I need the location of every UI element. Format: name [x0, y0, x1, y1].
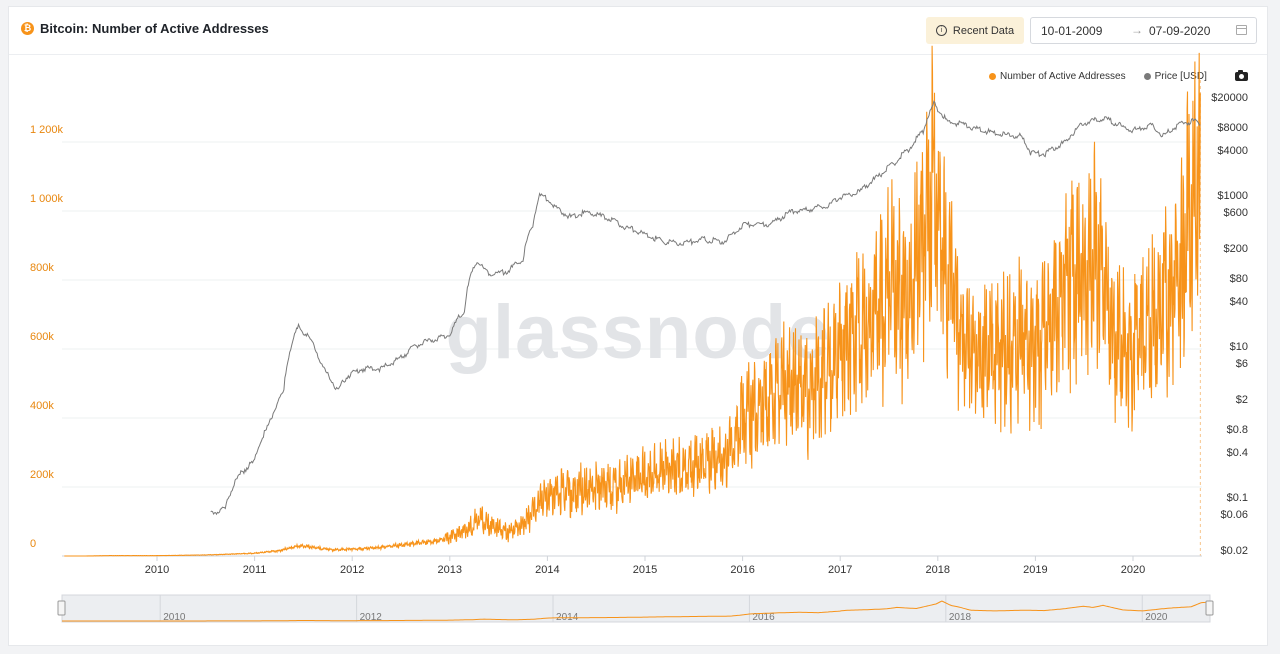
info-icon: i [935, 25, 947, 36]
legend-dot-price [1143, 73, 1151, 80]
calendar-icon[interactable] [1236, 25, 1247, 35]
camera-icon[interactable] [1235, 70, 1248, 81]
chart-card: ₿ Bitcoin: Number of Active Addresses i … [8, 6, 1268, 646]
legend-dot-addresses [989, 73, 996, 80]
recent-data-button[interactable]: i Recent Data [926, 17, 1024, 44]
date-start-input[interactable]: 10-01-2009 [1041, 24, 1103, 38]
legend-label-addresses: Number of Active Addresses [1000, 71, 1126, 82]
bitcoin-icon: ₿ [21, 22, 34, 35]
title-wrap: ₿ Bitcoin: Number of Active Addresses [21, 21, 269, 36]
chart-title: Bitcoin: Number of Active Addresses [40, 21, 269, 36]
date-range-picker[interactable]: 10-01-2009 → 07-09-2020 [1030, 17, 1257, 44]
recent-data-label: Recent Data [952, 24, 1015, 37]
legend-item-addresses[interactable]: Number of Active Addresses [989, 71, 1126, 82]
arrow-right-icon: → [1131, 23, 1143, 37]
legend-item-price[interactable]: Price [USD] [1143, 71, 1207, 82]
legend-label-price: Price [USD] [1154, 71, 1207, 82]
chart-legend: Number of Active Addresses Price [USD] [989, 71, 1225, 82]
chart-header: ₿ Bitcoin: Number of Active Addresses i … [9, 7, 1267, 55]
date-end-input[interactable]: 07-09-2020 [1149, 24, 1211, 38]
